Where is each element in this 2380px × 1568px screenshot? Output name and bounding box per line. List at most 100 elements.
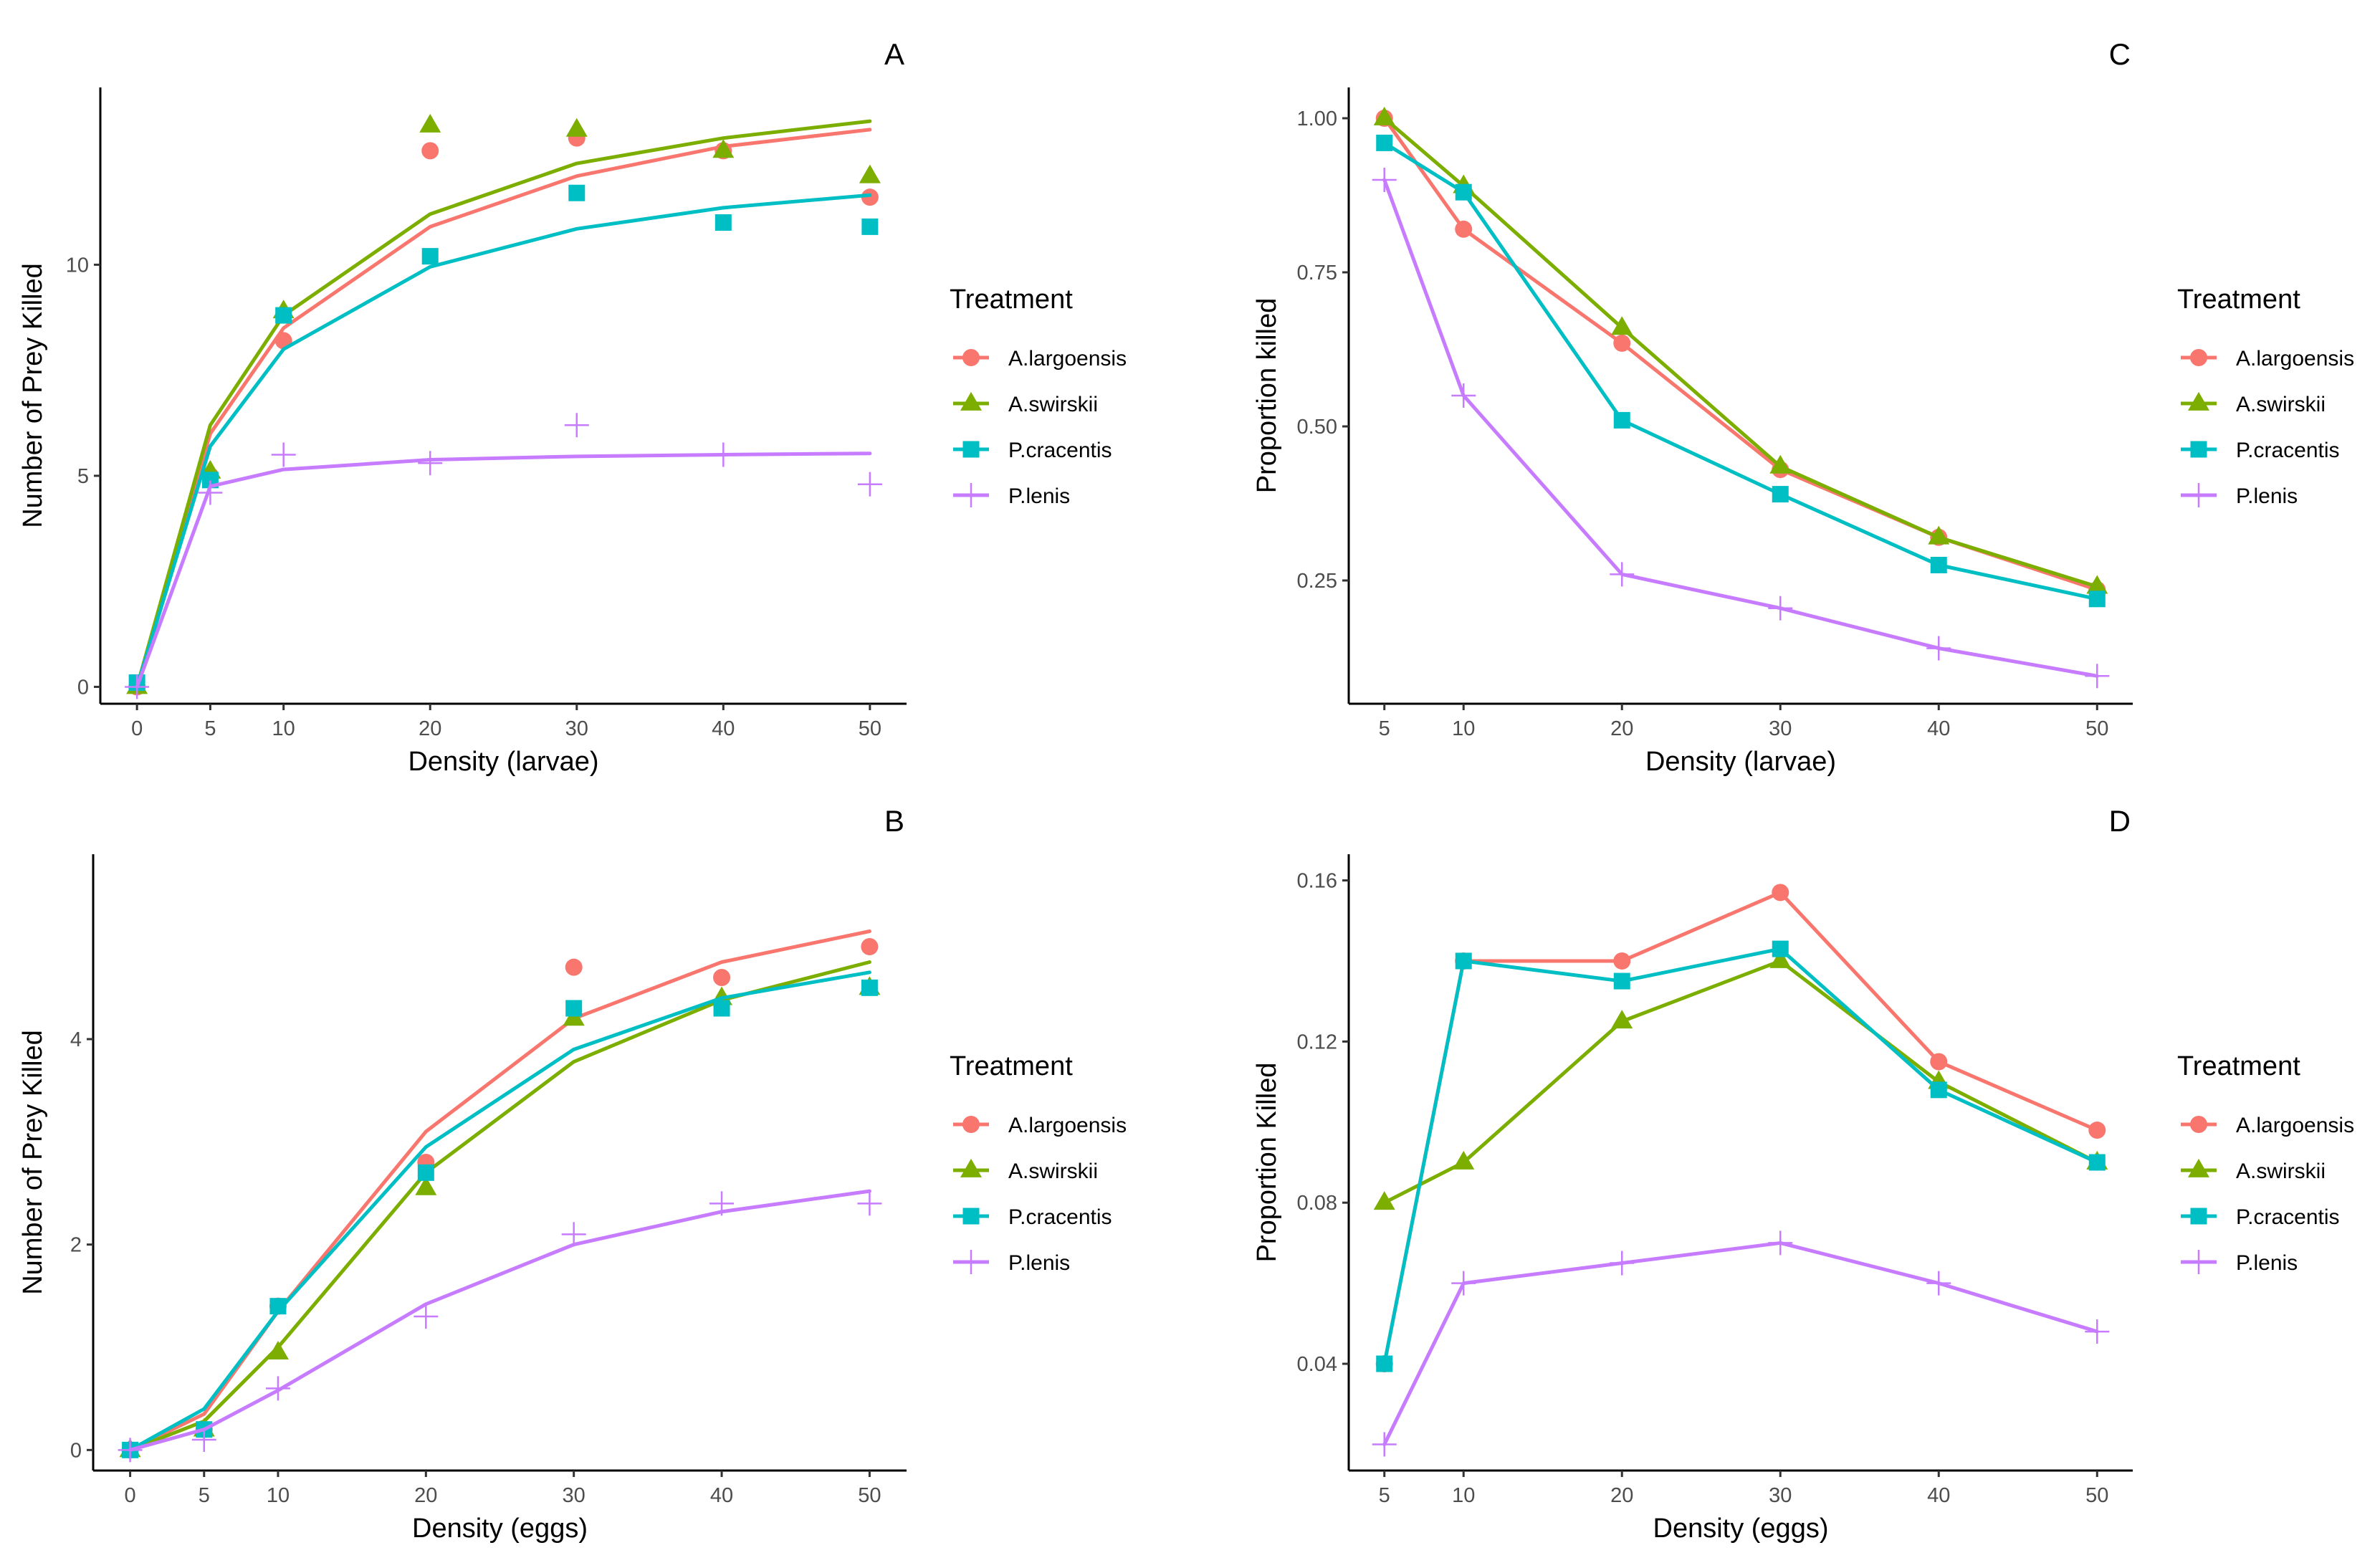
legend-2-title: Treatment <box>2177 285 2300 315</box>
legend-4-label: P.lenis <box>2236 1251 2298 1275</box>
panel-b-y-tick-label: 4 <box>70 1028 82 1051</box>
panel-d-x-tick-label: 10 <box>1452 1484 1475 1507</box>
legend-2-key-marker <box>2190 349 2207 366</box>
panel-d-a-swirskii-point <box>1769 949 1792 968</box>
panel-d-p-cracentis-point <box>1455 952 1472 970</box>
panel-c-x-tick-label: 5 <box>1379 717 1390 740</box>
panel-b-p-cracentis-point <box>713 1000 730 1017</box>
legend-3-entry-p-lenis: P.lenis <box>953 1250 1070 1275</box>
legend-1-label: P.cracentis <box>1008 439 1112 462</box>
panel-d-y-tick-label: 0.04 <box>1297 1353 1337 1376</box>
panel-d-y-axis-title: Proportion Killed <box>1252 1063 1282 1263</box>
legend-4-label: A.swirskii <box>2236 1160 2326 1183</box>
panel-d-a-swirskii-point <box>1453 1150 1475 1170</box>
panel-d-p-lenis-point <box>2085 1319 2110 1344</box>
panel-c-x-tick-label: 30 <box>1769 717 1792 740</box>
legend-2-label: P.cracentis <box>2236 439 2340 462</box>
panel-b-p-cracentis-point <box>861 979 878 996</box>
panel-a-p-cracentis-point <box>275 307 292 324</box>
panel-b-p-cracentis-point <box>565 1000 583 1017</box>
panel-b-a-largoensis-point <box>713 969 731 986</box>
panel-b-y-tick-label: 2 <box>70 1234 82 1257</box>
panel-a-a-swirskii-point <box>859 164 881 183</box>
legend-3-entry-a-swirskii: A.swirskii <box>953 1158 1098 1183</box>
panel-a-y-tick-label: 10 <box>66 254 89 277</box>
panel-c-p-lenis-point <box>2085 664 2110 689</box>
panel-b-p-lenis-line <box>128 1189 871 1452</box>
panel-d-series-p-cracentis <box>1376 940 2106 1372</box>
panel-a-a-swirskii-point <box>712 139 735 158</box>
panel-a-x-tick-label: 5 <box>204 717 216 740</box>
panel-c-a-swirskii-line <box>1382 116 2099 589</box>
panel-b-p-cracentis-point <box>417 1164 434 1181</box>
legend-1-key-marker <box>962 349 980 366</box>
panel-a-x-tick-label: 0 <box>131 717 143 740</box>
panel-c-series-p-cracentis <box>1376 134 2106 608</box>
panel-c-p-lenis-point <box>1451 383 1476 408</box>
legend-4-entry-a-largoensis: A.largoensis <box>2181 1114 2354 1137</box>
panel-c-p-lenis-point <box>1372 168 1397 192</box>
legend-1-label: P.lenis <box>1008 484 1070 508</box>
panel-a-p-lenis-point <box>125 674 150 699</box>
legend-3-key-marker <box>959 1250 983 1274</box>
panel-a-y-tick-label: 5 <box>77 465 89 488</box>
panel-d-tag: D <box>2109 804 2131 838</box>
legend-1-key-marker <box>959 483 983 507</box>
panel-d-x-tick-label: 40 <box>1927 1484 1950 1507</box>
panel-c-a-swirskii-point <box>1611 316 1633 335</box>
panel-d-p-cracentis-point <box>1930 1081 1947 1099</box>
panel-c-y-axis-title: Proportion killed <box>1252 298 1282 493</box>
panel-c-p-cracentis-line <box>1382 140 2099 601</box>
panel-d-p-lenis-point <box>1926 1271 1951 1296</box>
panel-c-p-cracentis-point <box>1772 486 1789 503</box>
panel-c-x-tick-label: 50 <box>2085 717 2108 740</box>
panel-c-a-largoensis-point <box>1613 334 1631 352</box>
panel-a-p-lenis-point <box>271 442 296 467</box>
panel-d-series-a-swirskii <box>1373 949 2108 1210</box>
panel-d-a-largoensis-point <box>1930 1053 1948 1071</box>
panel-a-p-lenis-point <box>711 442 736 467</box>
legend-2-entry-p-cracentis: P.cracentis <box>2181 439 2340 462</box>
panel-b-x-tick-label: 50 <box>858 1484 881 1507</box>
panel-c-a-swirskii-point <box>1373 106 1395 125</box>
panel-d-p-lenis-point <box>1451 1271 1476 1296</box>
panel-a-x-axis-title: Density (larvae) <box>408 747 598 777</box>
panel-a-p-lenis-point <box>198 480 223 505</box>
panel-d-y-tick-label: 0.12 <box>1297 1031 1337 1053</box>
legend-2-entry-a-swirskii: A.swirskii <box>2181 391 2326 416</box>
panel-b-x-tick-label: 20 <box>414 1484 437 1507</box>
panel-d-x-tick-label: 20 <box>1610 1484 1633 1507</box>
panel-b-a-largoensis-point <box>861 938 879 955</box>
panel-a-x-tick-label: 30 <box>565 717 588 740</box>
panel-b-a-largoensis-point <box>565 958 583 976</box>
panel-d-x-tick-label: 5 <box>1379 1484 1390 1507</box>
panel-d-p-lenis-point <box>1610 1251 1635 1276</box>
panel-a-p-lenis-point <box>564 413 589 438</box>
panel-d: 5 10 20 30 40 50 0.04 0.08 0.12 0.16 Density (eggs… <box>1252 804 2133 1544</box>
panel-b-p-lenis-point <box>709 1191 735 1216</box>
panel-d-a-swirskii-line <box>1382 959 2099 1205</box>
panel-b-x-tick-label: 5 <box>199 1484 210 1507</box>
legend-1-entry-p-lenis: P.lenis <box>953 483 1070 508</box>
panel-b-x-tick-label: 10 <box>267 1484 290 1507</box>
panel-a-series-a-largoensis <box>128 128 879 696</box>
panel-b-a-largoensis-line <box>128 929 871 1452</box>
panel-b-p-lenis-point <box>265 1376 290 1401</box>
legend-panel-d: Treatment A.largoensis A.swirskii P.cracent… <box>2177 1051 2354 1275</box>
panel-d-p-cracentis-point <box>1772 940 1789 957</box>
legend-4-label: A.largoensis <box>2236 1114 2354 1137</box>
panel-c: 5 10 20 30 40 50 0.25 0.50 0.75 1.00 Density (larv… <box>1252 37 2133 777</box>
legend-4-key-marker <box>2190 1208 2207 1225</box>
panel-c-x-axis-title: Density (larvae) <box>1645 747 1836 777</box>
panel-d-p-lenis-point <box>1768 1230 1793 1256</box>
panel-a-x-tick-label: 50 <box>859 717 881 740</box>
panel-c-x-tick-label: 10 <box>1452 717 1475 740</box>
panel-c-y-tick-label: 0.25 <box>1297 570 1337 593</box>
panel-d-x-axis-title: Density (eggs) <box>1653 1514 1829 1544</box>
legend-panel-c: Treatment A.largoensis A.swirskii P.cracent… <box>2177 285 2354 508</box>
panel-d-a-swirskii-point <box>1373 1191 1395 1210</box>
legend-2-entry-a-largoensis: A.largoensis <box>2181 347 2354 371</box>
legend-3-title: Treatment <box>950 1051 1073 1081</box>
panel-b: 0 5 10 20 30 40 50 0 2 4 Density (eggs) Number of P… <box>18 804 907 1544</box>
